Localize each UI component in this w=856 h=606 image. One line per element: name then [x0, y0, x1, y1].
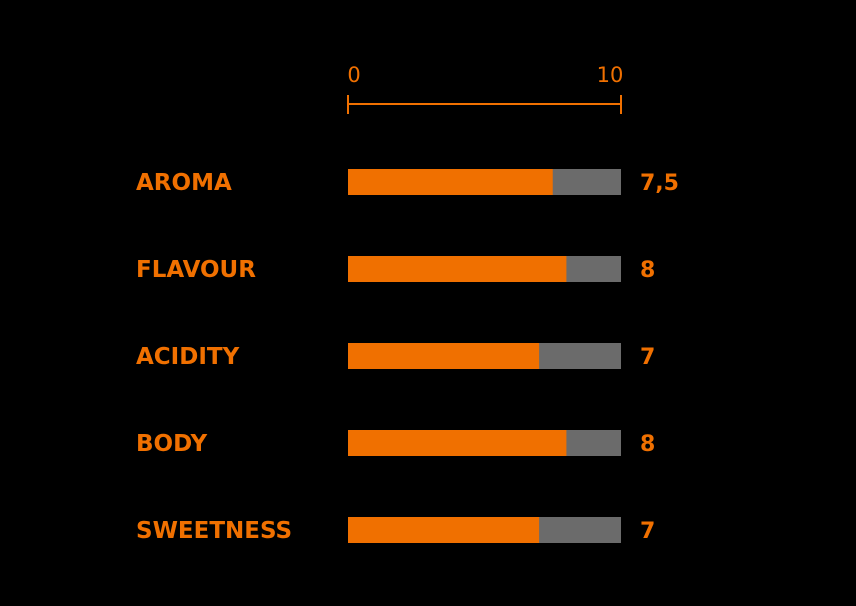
scale-axis: 0 10 — [347, 63, 623, 114]
axis-tick-label-min: 0 — [347, 63, 360, 87]
bar-rows: AROMA 7,5 FLAVOUR 8 ACIDITY 7 BODY 8 SWEETNESS 7 — [136, 169, 679, 544]
bar-row-flavour: FLAVOUR 8 — [136, 256, 655, 283]
bar-row-sweetness: SWEETNESS 7 — [136, 517, 655, 544]
axis-tick-label-max: 10 — [597, 63, 624, 87]
category-label-acidity: ACIDITY — [136, 344, 240, 370]
bar-row-acidity: ACIDITY 7 — [136, 343, 655, 370]
bar-sweetness — [348, 517, 540, 543]
value-label-body: 8 — [640, 432, 655, 457]
bar-aroma — [348, 169, 553, 195]
category-label-sweetness: SWEETNESS — [136, 518, 292, 544]
bar-row-aroma: AROMA 7,5 — [136, 169, 679, 196]
value-label-acidity: 7 — [640, 345, 655, 370]
bar-body — [348, 430, 567, 456]
category-label-body: BODY — [136, 431, 208, 457]
value-label-aroma: 7,5 — [640, 171, 679, 196]
bar-row-body: BODY 8 — [136, 430, 655, 457]
bar-flavour — [348, 256, 567, 282]
bar-acidity — [348, 343, 540, 369]
value-label-flavour: 8 — [640, 258, 655, 283]
value-label-sweetness: 7 — [640, 519, 655, 544]
category-label-flavour: FLAVOUR — [136, 257, 256, 283]
category-label-aroma: AROMA — [136, 170, 232, 196]
